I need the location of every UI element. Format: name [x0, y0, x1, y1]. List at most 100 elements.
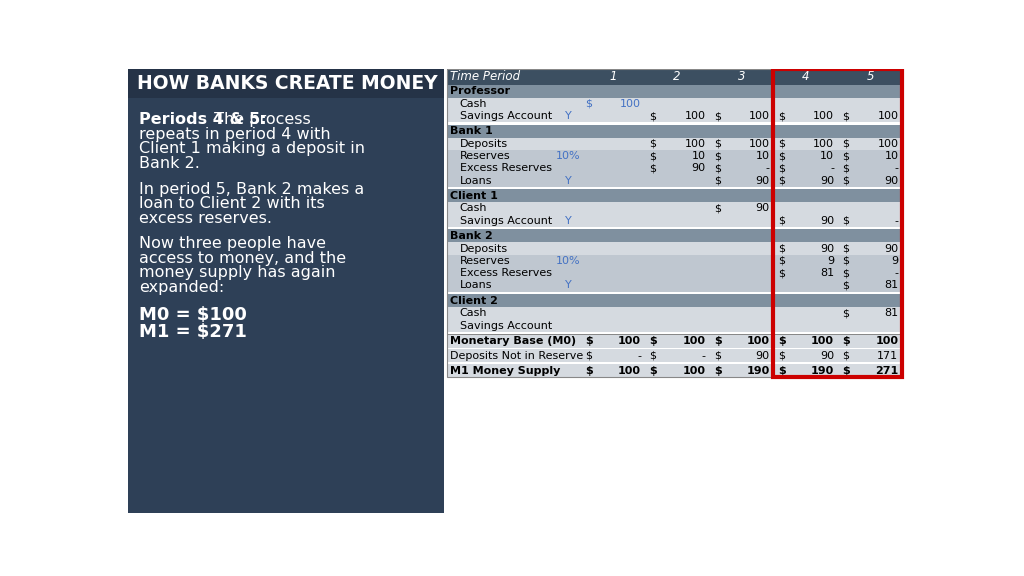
Text: Y: Y — [565, 216, 571, 226]
Text: Savings Account: Savings Account — [460, 320, 552, 331]
Text: 100: 100 — [749, 139, 770, 149]
Bar — [447, 69, 902, 377]
Text: 100: 100 — [749, 111, 770, 121]
Text: 10: 10 — [820, 151, 834, 161]
Text: 90: 90 — [756, 203, 770, 214]
Bar — [447, 187, 902, 190]
Text: 100: 100 — [682, 336, 706, 346]
Text: Client 2: Client 2 — [451, 295, 499, 305]
Text: 90: 90 — [885, 176, 898, 186]
Bar — [447, 227, 902, 229]
Text: $: $ — [778, 216, 785, 226]
Text: Loans: Loans — [460, 281, 493, 290]
Text: 100: 100 — [811, 336, 834, 346]
Text: 90: 90 — [820, 351, 834, 361]
Text: 90: 90 — [820, 176, 834, 186]
Bar — [447, 307, 902, 332]
Text: M1 = $271: M1 = $271 — [139, 323, 247, 341]
Text: $: $ — [843, 151, 850, 161]
Text: $: $ — [649, 139, 656, 149]
Text: $: $ — [778, 366, 786, 376]
Text: $: $ — [843, 139, 850, 149]
Text: M1 Money Supply: M1 Money Supply — [451, 366, 561, 376]
Bar — [447, 69, 902, 85]
Text: $: $ — [714, 336, 722, 346]
Text: 4: 4 — [802, 70, 810, 84]
Text: 9: 9 — [827, 256, 834, 266]
Text: $: $ — [843, 111, 850, 121]
Text: $: $ — [843, 244, 850, 253]
Text: loan to Client 2 with its: loan to Client 2 with its — [139, 196, 325, 211]
Text: Cash: Cash — [460, 308, 487, 318]
Text: 100: 100 — [878, 139, 898, 149]
Text: 100: 100 — [682, 366, 706, 376]
Text: 10: 10 — [885, 151, 898, 161]
Text: 100: 100 — [813, 111, 834, 121]
Text: 90: 90 — [756, 176, 770, 186]
Text: Bank 2.: Bank 2. — [139, 156, 200, 171]
Text: Professor: Professor — [451, 86, 511, 96]
Text: $: $ — [778, 139, 785, 149]
Text: 190: 190 — [811, 366, 834, 376]
Text: $: $ — [649, 164, 656, 173]
Text: access to money, and the: access to money, and the — [139, 251, 346, 266]
Text: In period 5, Bank 2 makes a: In period 5, Bank 2 makes a — [139, 181, 365, 196]
Text: $: $ — [649, 336, 657, 346]
Text: 100: 100 — [621, 98, 641, 109]
Text: 10: 10 — [691, 151, 706, 161]
Bar — [447, 348, 902, 350]
Text: $: $ — [778, 256, 785, 266]
Text: 81: 81 — [820, 268, 834, 278]
Text: 90: 90 — [756, 351, 770, 361]
Text: 100: 100 — [876, 336, 898, 346]
Text: $: $ — [843, 164, 850, 173]
Text: money supply has again: money supply has again — [139, 266, 335, 281]
Bar — [128, 69, 444, 98]
Text: $: $ — [714, 164, 721, 173]
Text: HOW BANKS CREATE MONEY: HOW BANKS CREATE MONEY — [137, 74, 438, 93]
Text: $: $ — [778, 268, 785, 278]
Text: repeats in period 4 with: repeats in period 4 with — [139, 127, 331, 142]
Text: 81: 81 — [885, 308, 898, 318]
Text: $: $ — [778, 244, 785, 253]
Text: 1: 1 — [609, 70, 616, 84]
Bar — [447, 291, 902, 294]
Text: -: - — [894, 216, 898, 226]
Text: $: $ — [714, 151, 721, 161]
Text: 81: 81 — [885, 281, 898, 290]
Text: $: $ — [843, 351, 850, 361]
Text: $: $ — [843, 268, 850, 278]
Text: $: $ — [778, 164, 785, 173]
Text: 190: 190 — [746, 366, 770, 376]
Text: Y: Y — [565, 111, 571, 121]
Bar — [447, 334, 902, 335]
Text: $: $ — [843, 176, 850, 186]
Text: -: - — [894, 164, 898, 173]
Text: Savings Account: Savings Account — [460, 216, 552, 226]
Text: 90: 90 — [820, 216, 834, 226]
Text: 10%: 10% — [556, 151, 581, 161]
Text: expanded:: expanded: — [139, 280, 224, 295]
Bar — [447, 294, 902, 307]
Text: $: $ — [843, 216, 850, 226]
Bar — [447, 255, 902, 291]
Text: $: $ — [714, 351, 721, 361]
Text: $: $ — [843, 308, 850, 318]
Text: $: $ — [649, 366, 657, 376]
Text: 10%: 10% — [556, 256, 581, 266]
Text: 5: 5 — [866, 70, 873, 84]
Text: $: $ — [714, 366, 722, 376]
Text: 100: 100 — [746, 336, 770, 346]
Text: $: $ — [649, 111, 656, 121]
Text: 100: 100 — [618, 366, 641, 376]
Text: $: $ — [843, 366, 850, 376]
Text: Cash: Cash — [460, 98, 487, 109]
Text: $: $ — [778, 111, 785, 121]
Text: Deposits: Deposits — [460, 244, 508, 253]
Text: 2: 2 — [674, 70, 681, 84]
Bar — [447, 190, 902, 202]
Text: Time Period: Time Period — [451, 70, 520, 84]
Bar — [447, 350, 902, 362]
Text: $: $ — [586, 336, 593, 346]
Text: -: - — [637, 351, 641, 361]
